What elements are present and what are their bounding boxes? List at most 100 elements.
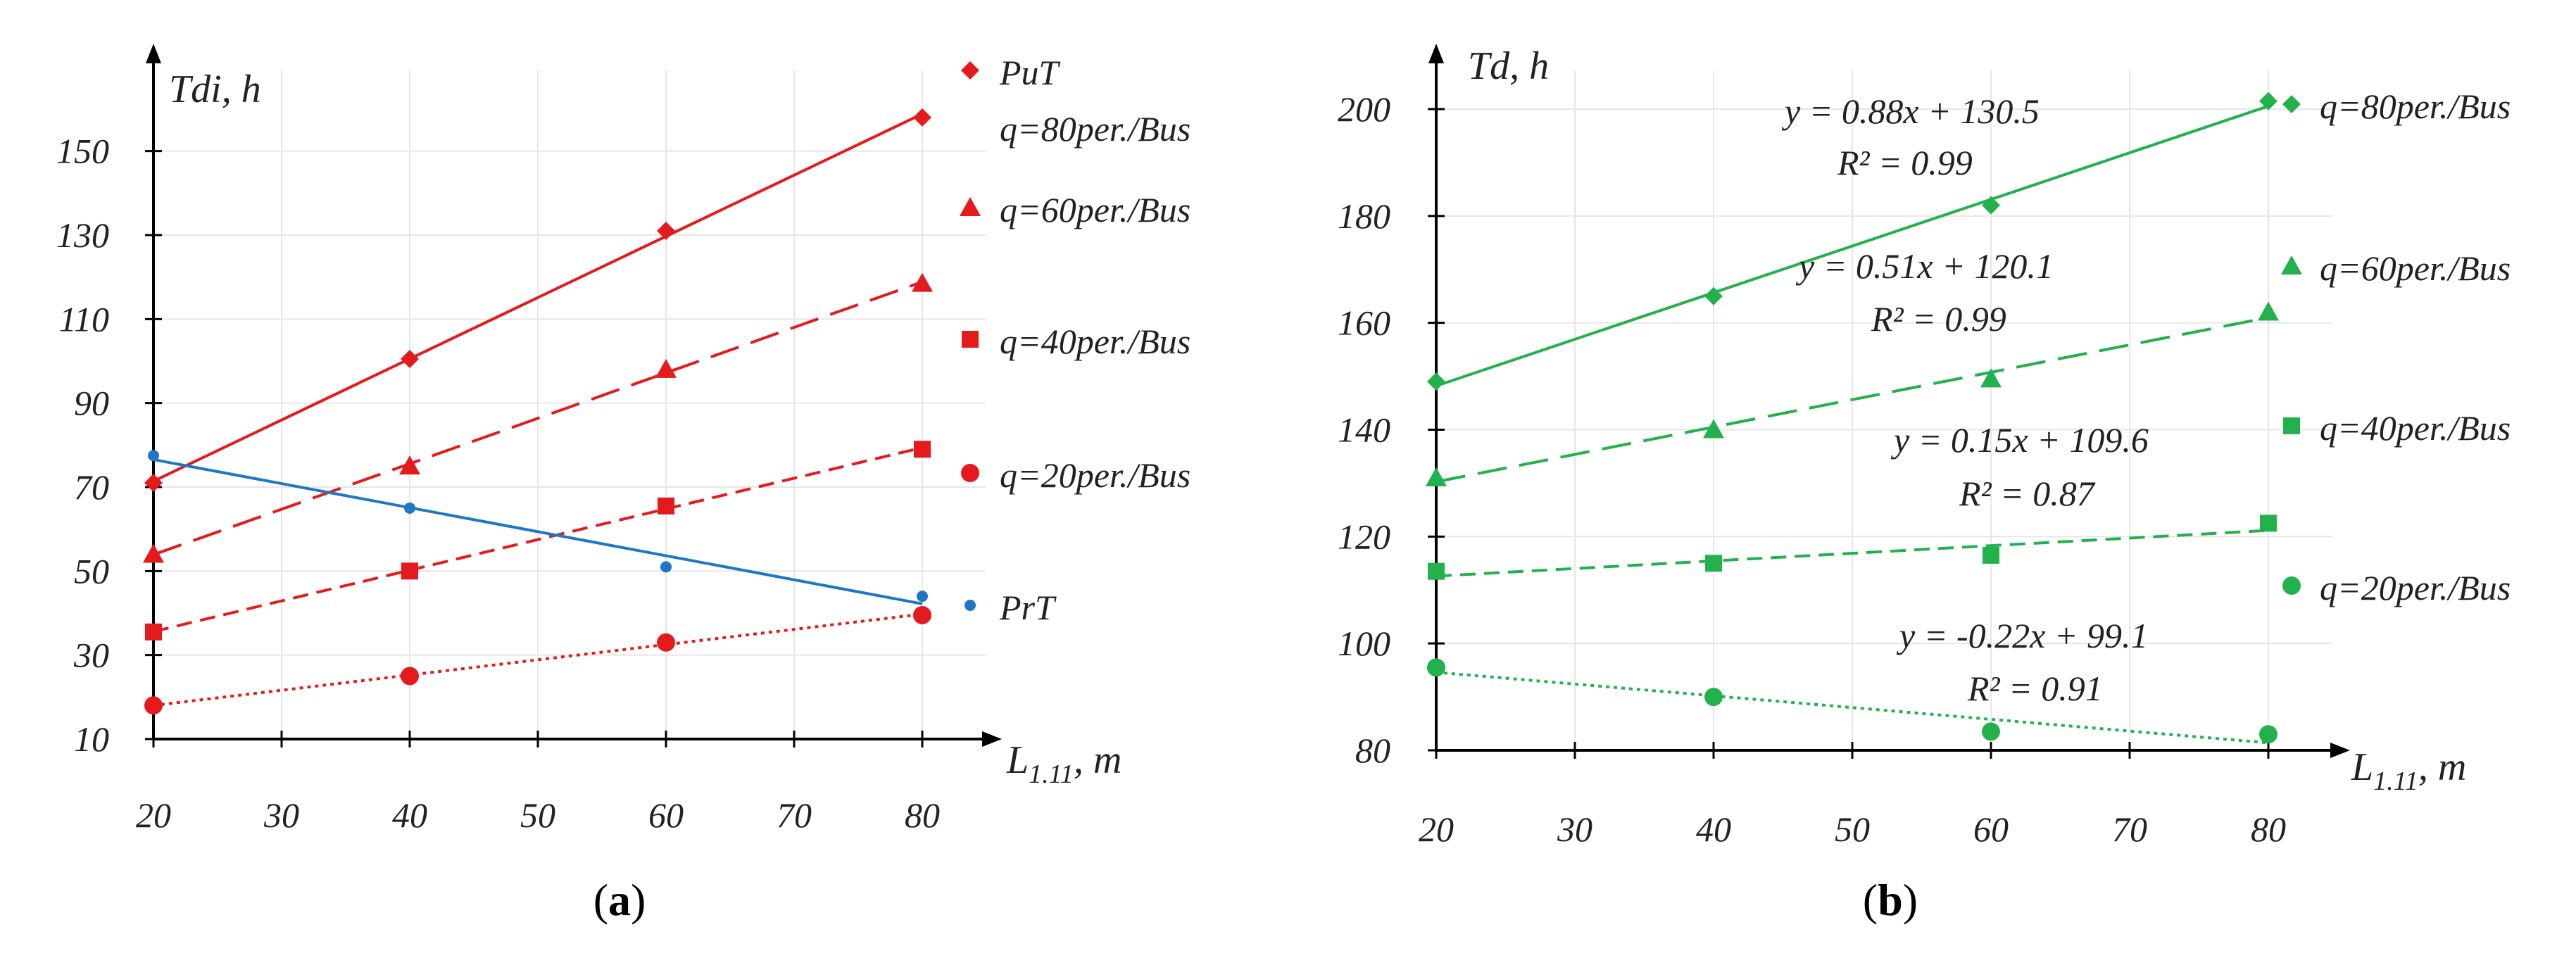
x-tick-label: 30 [1557,809,1592,849]
series-1: q=60per./Bus y = 0.51x + 120.1 R² = 0.99 [1426,246,2511,486]
x-tick-label: 60 [1973,809,2009,849]
data-point [144,696,163,715]
series-3: q=20per./Bus [144,455,1190,715]
y-tick-label: 90 [74,384,109,423]
x-axis-title-main: L [1006,738,1029,782]
caption-close: ) [631,875,646,925]
legend-marker [962,331,979,348]
y-axis-arrow [1428,44,1444,63]
data-point [1704,286,1723,305]
y-tick-label: 10 [74,719,109,759]
r-squared-label: R² = 0.91 [1967,669,2103,708]
data-point [1705,555,1722,572]
x-axis-title: L1.11, m [1006,738,1121,789]
y-axis-title: Td, h [1468,44,1549,88]
legend-label: q=20per./Bus [2320,568,2511,607]
caption-letter: b [1878,875,1903,925]
series-line [1435,529,2269,578]
data-point [1982,196,2000,215]
legend-marker [2282,95,2301,113]
x-tick-label: 50 [520,795,555,835]
x-axis-arrow [982,731,1002,747]
data-point [914,441,931,458]
series-2: q=40per./Bus y = 0.15x + 109.6 R² = 0.87 [1428,408,2511,580]
x-tick-label: 40 [1696,809,1731,849]
data-point [912,272,933,292]
r-squared-label: R² = 0.87 [1959,474,2096,513]
data-point [1428,562,1445,580]
legend-label: PrT [999,588,1057,627]
y-tick-label: 130 [56,215,109,255]
data-point [913,605,931,624]
x-tick-label: 20 [1419,809,1454,849]
series-4: PrT [148,450,1057,627]
panel-a: 20 30 40 50 60 70 80 10 30 50 70 90 110 130 150 Tdi, h L… [56,44,1190,925]
y-tick-label: 120 [1338,517,1390,556]
legend-label: q=40per./Bus [2320,408,2511,448]
data-point [1426,467,1447,486]
y-axis-title: Tdi, h [169,68,261,111]
x-axis-title-main: L [2351,745,2373,789]
series-line [153,280,923,556]
data-point [401,667,419,686]
legend-marker [961,61,979,80]
x-tick-label: 30 [263,795,299,835]
data-point [913,108,931,127]
data-point [1427,658,1445,677]
data-point [2260,515,2277,532]
data-point [657,633,675,652]
y-tick-label: 100 [1338,624,1390,663]
legend-marker [2281,256,2302,275]
x-axis-title: L1.11, m [2351,745,2466,796]
series-line [153,458,923,605]
data-point [1980,368,2002,388]
legend-label: PuT [999,53,1061,92]
caption-close: ) [1903,875,1918,925]
data-point [2258,301,2279,321]
y-tick-label: 30 [73,636,109,675]
y-tick-label: 160 [1338,303,1390,343]
regression-equation: y = -0.22x + 99.1 [1896,616,2149,655]
data-point [399,455,420,475]
axes [145,44,1002,748]
x-tick-label: 50 [1835,809,1870,849]
x-tick-label: 60 [648,795,684,835]
data-point [1982,722,2000,741]
panel-b: 20 30 40 50 60 70 80 80 100 120 140 160 180 200 Td, h L… [1338,44,2511,925]
regression-equation: y = 0.88x + 130.5 [1781,92,2040,131]
legend-label: q=20per./Bus [1000,455,1190,495]
y-tick-label: 140 [1338,410,1390,450]
y-tick-label: 70 [74,467,109,507]
data-point [660,561,672,573]
data-point [1704,688,1723,707]
x-tick-label: 40 [392,795,427,835]
x-axis-title-sub: 1.11 [1029,759,1074,789]
x-tick-label: 80 [2251,809,2286,849]
data-point [145,623,162,641]
x-axis-title-unit: , m [1074,738,1121,782]
series-2: q=40per./Bus [145,322,1190,641]
x-tick-label: 80 [905,795,940,835]
legend-marker [960,197,981,216]
legend-marker [2282,576,2301,595]
legend-label: q=40per./Bus [1000,322,1190,361]
y-tick-label: 110 [59,299,109,339]
legend-label: q=60per./Bus [1000,190,1190,229]
x-axis-title-unit: , m [2418,745,2466,789]
legend-label: q=80per./Bus [2320,87,2511,126]
data-point [401,562,418,580]
caption-letter: a [608,875,631,925]
data-point [2259,92,2277,111]
series-0: q=80per./Bus y = 0.88x + 130.5 R² = 0.99 [1427,87,2511,391]
series-1: q=60per./Bus [143,190,1190,563]
caption-open: ( [593,875,608,925]
regression-equation: y = 0.51x + 120.1 [1795,246,2054,286]
data-point [1427,372,1445,391]
legend-marker [965,600,976,611]
x-axis-arrow [2330,743,2350,758]
y-tick-label: 200 [1338,89,1390,129]
series-line [153,113,923,483]
axes [1428,44,2350,759]
x-tick-label: 20 [136,795,171,835]
